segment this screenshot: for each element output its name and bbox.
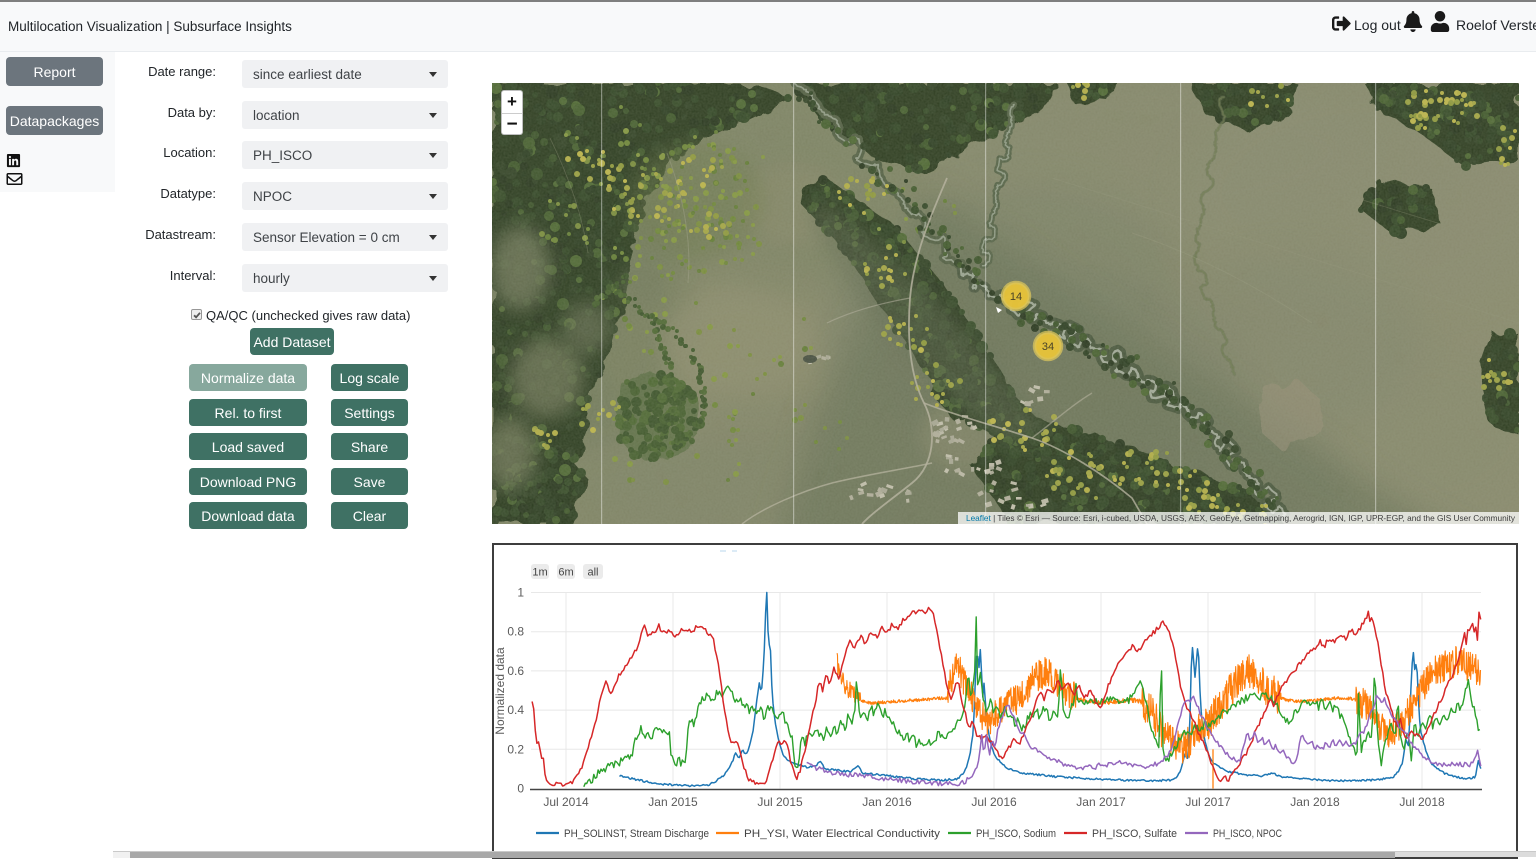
svg-text:6m: 6m (558, 567, 573, 579)
svg-text:0.4: 0.4 (507, 703, 524, 717)
svg-text:PH_ISCO, Sodium: PH_ISCO, Sodium (976, 828, 1056, 840)
svg-text:0.6: 0.6 (507, 664, 524, 678)
svg-text:34: 34 (1042, 341, 1054, 353)
svg-text:0.2: 0.2 (507, 742, 524, 756)
svg-text:0.8: 0.8 (507, 625, 524, 639)
svg-text:Jul 2018: Jul 2018 (1399, 795, 1445, 809)
svg-text:PH_ISCO, NPOC: PH_ISCO, NPOC (1213, 828, 1282, 840)
svg-text:Leaflet | Tiles © Esri — Sourc: Leaflet | Tiles © Esri — Source: Esri, i… (966, 513, 1516, 523)
svg-text:1: 1 (517, 586, 524, 600)
svg-text:Jul 2014: Jul 2014 (543, 795, 589, 809)
svg-text:Jan 2018: Jan 2018 (1290, 795, 1340, 809)
svg-text:0: 0 (517, 782, 524, 796)
svg-text:Jan 2016: Jan 2016 (862, 795, 912, 809)
svg-text:PH_SOLINST, Stream Discharge: PH_SOLINST, Stream Discharge (564, 828, 709, 840)
svg-text:Jan 2017: Jan 2017 (1076, 795, 1126, 809)
svg-text:14: 14 (1010, 291, 1022, 303)
svg-text:PH_ISCO, Sulfate: PH_ISCO, Sulfate (1092, 828, 1177, 840)
svg-text:Jul 2016: Jul 2016 (971, 795, 1017, 809)
svg-text:Jul 2017: Jul 2017 (1185, 795, 1231, 809)
svg-text:all: all (587, 567, 598, 579)
svg-text:PH_YSI, Water Electrical Condu: PH_YSI, Water Electrical Conductivity (744, 828, 941, 840)
svg-text:1m: 1m (532, 567, 547, 579)
svg-text:Jul 2015: Jul 2015 (757, 795, 803, 809)
svg-text:Jan 2015: Jan 2015 (648, 795, 698, 809)
svg-text:Normalized data: Normalized data (494, 647, 507, 735)
